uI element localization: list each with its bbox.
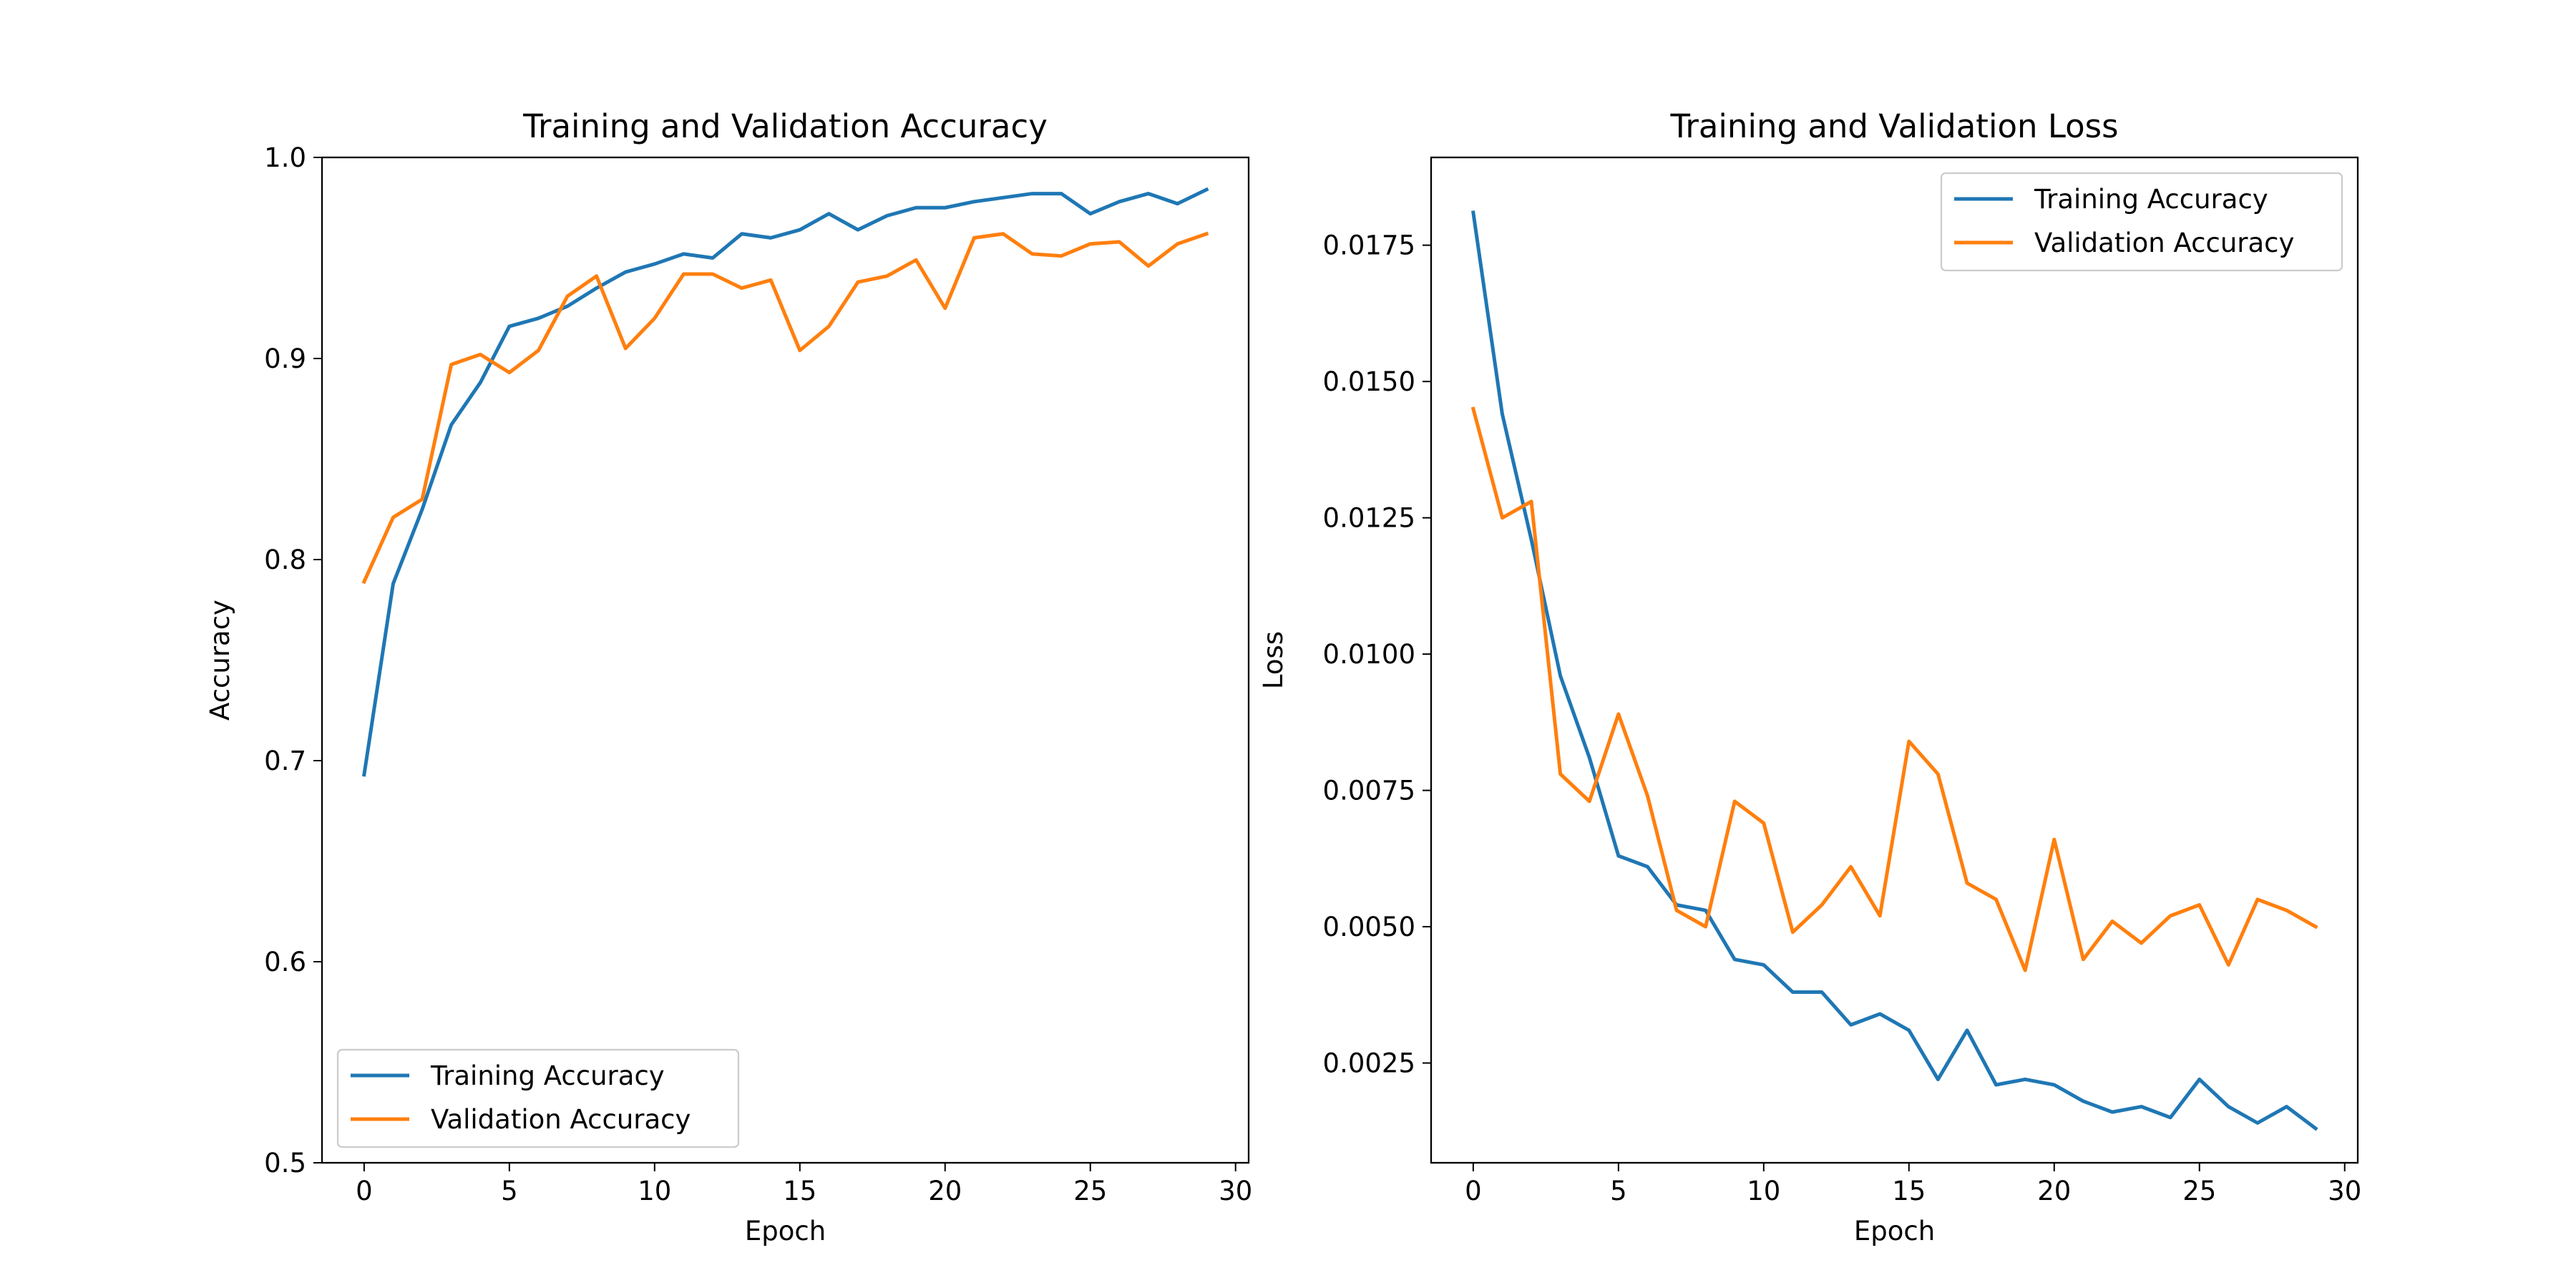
legend: Training Accuracy Validation Accuracy (336, 1048, 740, 1148)
axes-frame (1430, 156, 2359, 1164)
series-line-training (362, 187, 1209, 777)
y-tick-label: 0.7 (264, 746, 306, 776)
x-axis-label: Epoch (745, 1216, 826, 1246)
y-tick-label: 0.0075 (1323, 776, 1415, 806)
y-tick-label: 0.0100 (1323, 639, 1415, 670)
chart-title: Training and Validation Accuracy (522, 107, 1048, 145)
x-tick-label: 20 (928, 1176, 962, 1206)
y-tick-label: 0.0050 (1323, 912, 1415, 942)
series-line-validation (1470, 406, 2318, 972)
y-tick-label: 0.0025 (1323, 1048, 1415, 1079)
legend: Training Accuracy Validation Accuracy (1940, 172, 2343, 272)
y-tick-label: 0.5 (264, 1148, 306, 1179)
series-line-validation (361, 231, 1209, 585)
x-tick-label: 5 (1610, 1176, 1627, 1206)
y-tick-label: 0.0125 (1323, 503, 1415, 534)
x-tick-label: 5 (501, 1176, 518, 1206)
x-tick-label: 10 (638, 1176, 671, 1206)
legend-label: Training Accuracy (430, 1060, 665, 1091)
y-axis-label: Loss (1258, 631, 1289, 689)
legend-label: Training Accuracy (2034, 184, 2268, 215)
chart-title: Training and Validation Loss (1669, 107, 2118, 145)
loss-chart: 0 5 10 15 20 25 30 0.0025 0.0050 0.0075 0.0100 0.01… (1258, 107, 2361, 1246)
legend-label: Validation Accuracy (431, 1104, 691, 1135)
x-tick-label: 25 (1073, 1176, 1107, 1206)
y-axis-label: Accuracy (205, 600, 235, 721)
y-tick-label: 0.0150 (1323, 366, 1415, 397)
x-tick-label: 20 (2037, 1176, 2071, 1206)
y-tick-label: 1.0 (264, 142, 306, 173)
series-line-training (1471, 210, 2318, 1131)
legend-label: Validation Accuracy (2034, 228, 2294, 258)
x-tick-label: 30 (2328, 1176, 2361, 1206)
x-tick-label: 15 (1892, 1176, 1926, 1206)
x-axis-label: Epoch (1854, 1216, 1935, 1246)
x-tick-label: 0 (356, 1176, 373, 1206)
y-tick-label: 0.9 (264, 343, 306, 374)
accuracy-chart: 0 5 10 15 20 25 30 0.5 0.6 0.7 0.8 0.9 1.0 Training a… (205, 107, 1252, 1246)
x-tick-label: 25 (2182, 1176, 2216, 1206)
legend-box (1940, 172, 2343, 272)
x-tick-label: 0 (1465, 1176, 1482, 1206)
x-tick-label: 30 (1219, 1176, 1252, 1206)
x-tick-label: 15 (783, 1176, 816, 1206)
y-tick-label: 0.6 (264, 947, 306, 977)
x-tick-label: 10 (1747, 1176, 1780, 1206)
axes-frame (321, 156, 1250, 1164)
y-tick-label: 0.8 (264, 545, 306, 575)
legend-box (336, 1048, 740, 1148)
y-tick-label: 0.0175 (1323, 230, 1415, 261)
